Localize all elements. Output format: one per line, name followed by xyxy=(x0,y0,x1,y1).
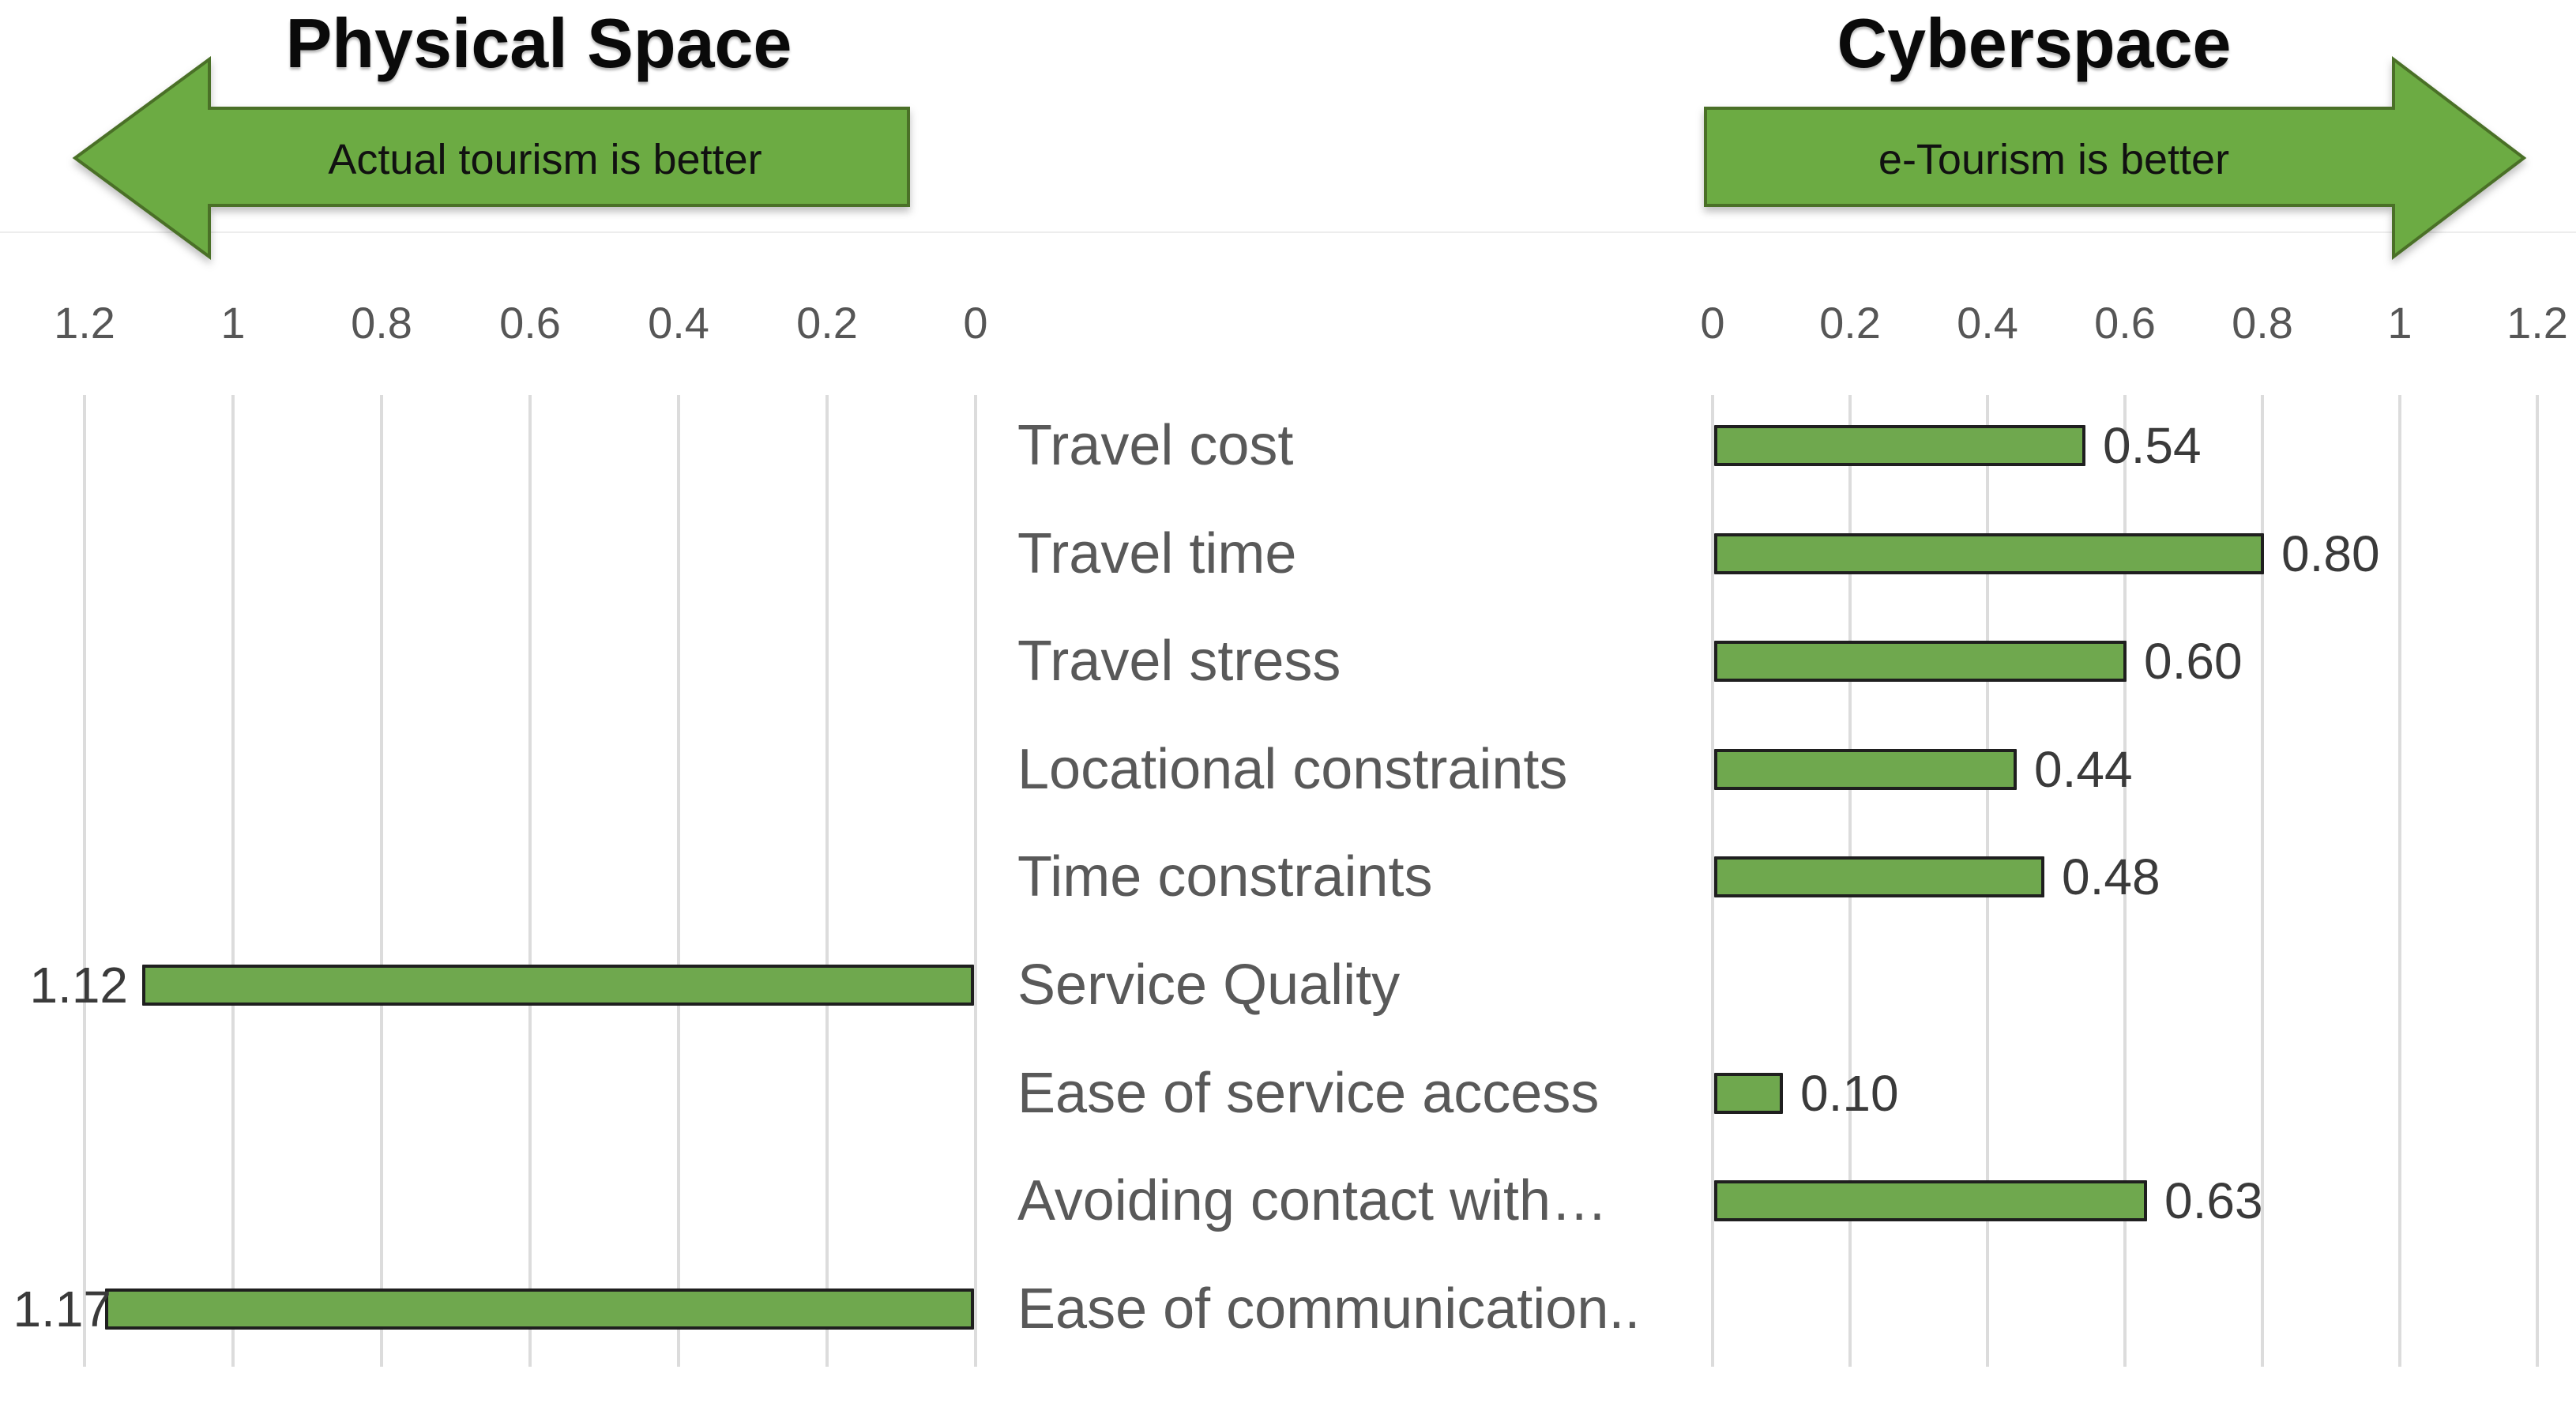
category-label-time-constraints: Time constraints xyxy=(1017,845,1433,909)
value-label: 0.44 xyxy=(2034,740,2133,798)
gridline xyxy=(528,395,532,1367)
axis-tick: 1 xyxy=(220,298,246,348)
axis-tick: 0.2 xyxy=(796,298,858,348)
axis-tick: 0.4 xyxy=(648,298,709,348)
gridline xyxy=(83,395,86,1367)
bar-travel-cost xyxy=(1714,425,2085,466)
value-label: 0.63 xyxy=(2164,1172,2263,1230)
gridline xyxy=(231,395,235,1367)
right-arrow-label: e-Tourism is better xyxy=(1878,136,2229,183)
bar-locational-constraints xyxy=(1714,748,2017,790)
category-label-travel-stress: Travel stress xyxy=(1017,630,1341,694)
axis-tick: 0 xyxy=(1700,298,1725,348)
divider-line xyxy=(0,231,2576,233)
gridline xyxy=(2398,395,2401,1367)
value-label: 0.80 xyxy=(2281,525,2380,582)
gridline xyxy=(677,395,680,1367)
axis-tick: 0.2 xyxy=(1819,298,1881,348)
gridline xyxy=(380,395,383,1367)
gridline xyxy=(1711,395,1714,1367)
cyberspace-title: Cyberspace xyxy=(1837,4,2232,82)
right-arrow: e-Tourism is better xyxy=(1704,55,2527,261)
category-label-locational-constraints: Locational constraints xyxy=(1017,737,1568,801)
value-label: 0.60 xyxy=(2144,633,2243,690)
axis-tick: 0.8 xyxy=(2232,298,2293,348)
bar-ease-of-service-access xyxy=(1714,1072,1783,1114)
bar-avoiding-contact xyxy=(1714,1180,2147,1222)
gridline xyxy=(2123,395,2127,1367)
gridline xyxy=(825,395,829,1367)
axis-tick: 0.4 xyxy=(1957,298,2018,348)
value-label: 0.54 xyxy=(2103,417,2202,474)
bar-travel-time xyxy=(1714,532,2264,574)
axis-tick: 1.2 xyxy=(54,298,115,348)
category-label-ease-of-communication: Ease of communication.. xyxy=(1017,1277,1641,1341)
axis-tick: 1.2 xyxy=(2506,298,2568,348)
bar-travel-stress xyxy=(1714,641,2127,683)
axis-tick: 0.6 xyxy=(2094,298,2156,348)
category-label-avoiding-contact: Avoiding contact with… xyxy=(1017,1169,1608,1233)
value-label: 0.10 xyxy=(1800,1064,1899,1122)
category-label-service-quality: Service Quality xyxy=(1017,954,1401,1017)
axis-tick: 1 xyxy=(2387,298,2412,348)
gridline xyxy=(974,395,977,1367)
left-arrow-shape xyxy=(72,56,910,260)
category-label-travel-time: Travel time xyxy=(1017,521,1297,585)
gridline xyxy=(2261,395,2264,1367)
value-label: 1.12 xyxy=(29,957,128,1014)
gridline xyxy=(2536,395,2539,1367)
left-arrow-label: Actual tourism is better xyxy=(328,136,762,183)
category-label-travel-cost: Travel cost xyxy=(1017,414,1294,477)
bar-time-constraints xyxy=(1714,856,2044,898)
axis-tick: 0 xyxy=(963,298,988,348)
value-label: 1.17 xyxy=(13,1280,111,1337)
physical-space-title: Physical Space xyxy=(285,4,792,82)
right-arrow-shape xyxy=(1704,55,2527,261)
axis-tick: 0.6 xyxy=(499,298,561,348)
value-label: 0.48 xyxy=(2062,848,2160,906)
category-label-ease-of-service-access: Ease of service access xyxy=(1017,1061,1600,1125)
axis-tick: 0.8 xyxy=(351,298,412,348)
bar-service-quality xyxy=(142,965,974,1006)
left-arrow: Actual tourism is better xyxy=(72,56,910,260)
bar-ease-of-communication xyxy=(105,1288,974,1330)
